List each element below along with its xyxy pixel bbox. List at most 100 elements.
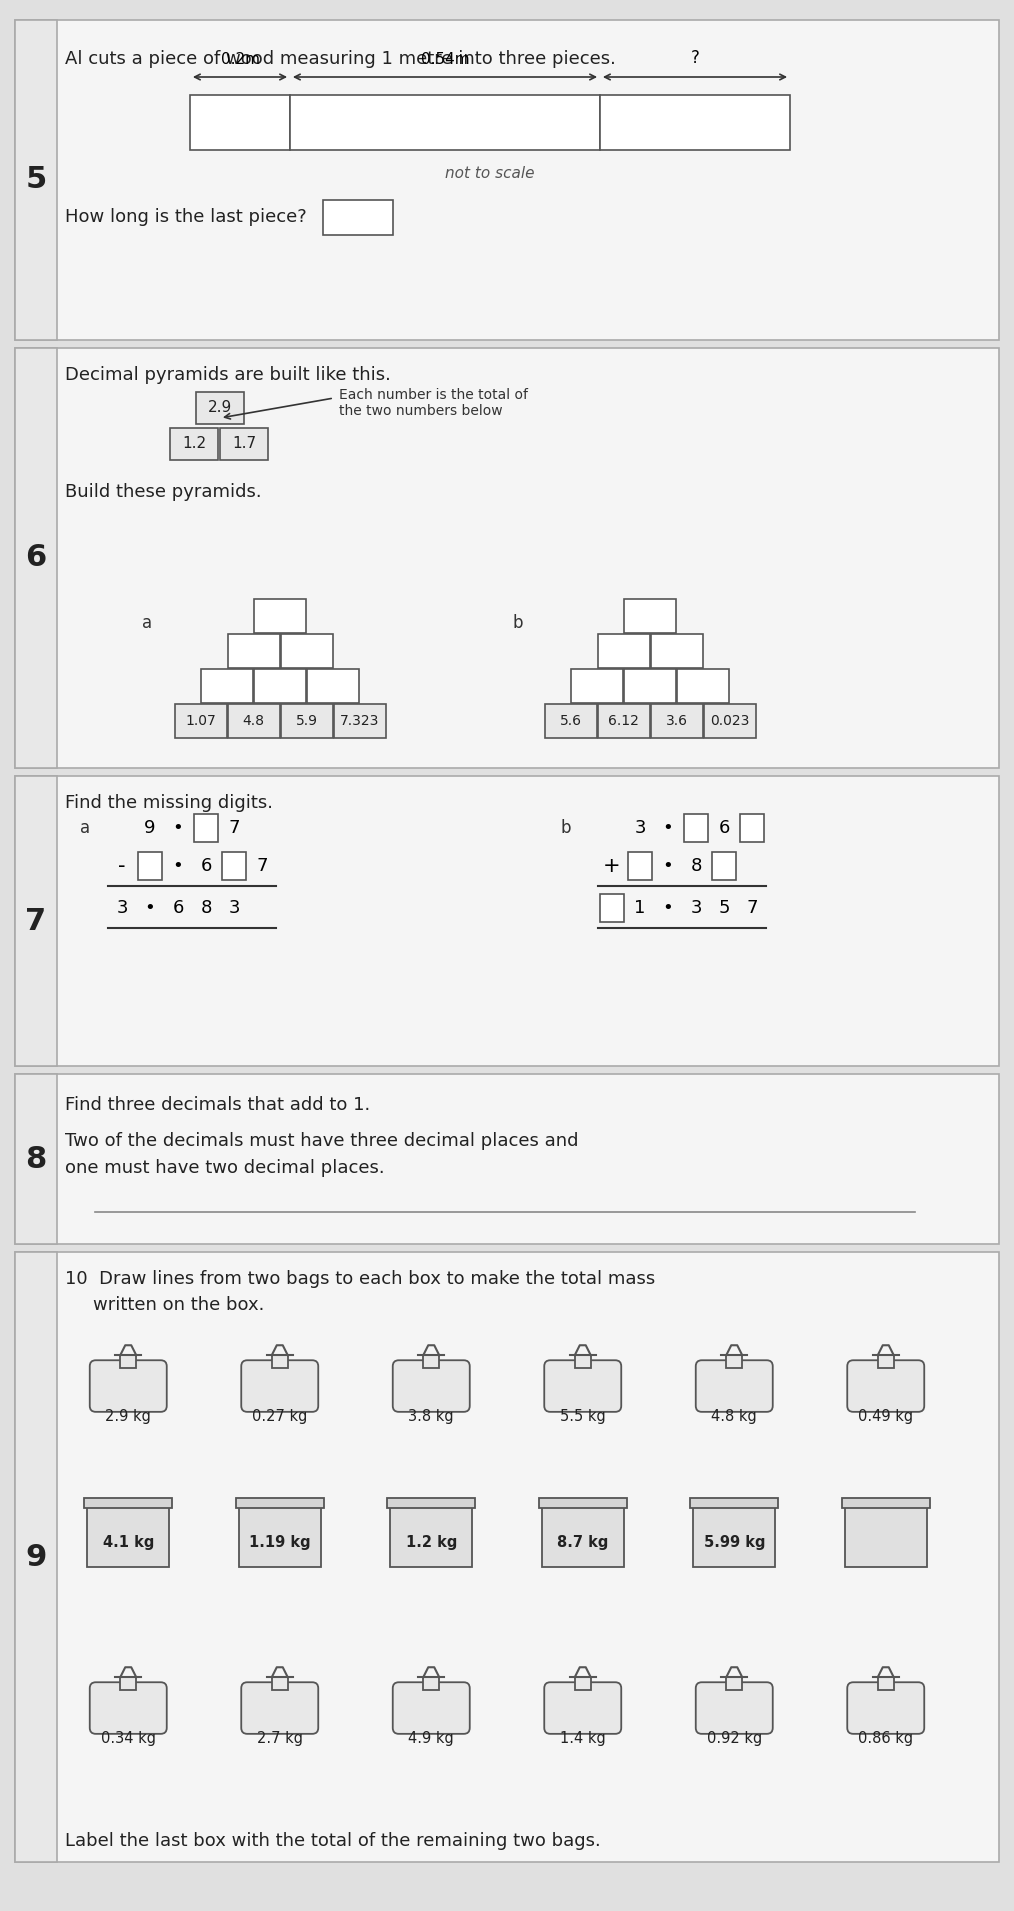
Bar	[15, 776, 999, 1066]
Bar	[740, 814, 764, 843]
Text: 0.86 kg: 0.86 kg	[858, 1731, 914, 1747]
Text: 1.7: 1.7	[232, 436, 257, 451]
Bar	[842, 1498, 930, 1508]
Bar	[174, 703, 226, 738]
Bar	[201, 669, 254, 703]
Text: •: •	[662, 898, 673, 917]
Text: •: •	[172, 820, 184, 837]
Text: 10  Draw lines from two bags to each box to make the total mass: 10 Draw lines from two bags to each box …	[65, 1271, 655, 1288]
Text: 6: 6	[25, 543, 47, 573]
FancyBboxPatch shape	[848, 1682, 924, 1733]
Text: written on the box.: written on the box.	[93, 1296, 265, 1315]
Text: 1: 1	[635, 898, 646, 917]
Bar	[227, 703, 280, 738]
Text: 7: 7	[257, 856, 268, 875]
Bar	[15, 1074, 57, 1244]
Text: 5.99 kg: 5.99 kg	[704, 1535, 765, 1550]
Text: 7: 7	[25, 906, 47, 936]
FancyBboxPatch shape	[90, 1682, 166, 1733]
Bar	[281, 703, 333, 738]
Text: 8.7 kg: 8.7 kg	[557, 1535, 608, 1550]
Text: 4.1 kg: 4.1 kg	[102, 1535, 154, 1550]
Bar	[423, 1355, 439, 1368]
Text: a: a	[80, 820, 90, 837]
FancyBboxPatch shape	[848, 1361, 924, 1412]
Bar	[624, 669, 676, 703]
Text: •: •	[145, 898, 155, 917]
Text: b: b	[560, 820, 571, 837]
Bar	[597, 703, 650, 738]
Bar	[624, 598, 676, 633]
Bar	[334, 703, 385, 738]
Text: 5: 5	[718, 898, 730, 917]
Bar	[15, 19, 57, 340]
Bar	[15, 1074, 999, 1244]
Bar	[684, 814, 708, 843]
Bar	[387, 1498, 476, 1508]
Bar	[726, 1355, 742, 1368]
Text: 4.8 kg: 4.8 kg	[712, 1410, 757, 1424]
Text: 1.2 kg: 1.2 kg	[406, 1535, 457, 1550]
Text: b: b	[512, 613, 522, 633]
Bar	[597, 634, 650, 669]
Text: one must have two decimal places.: one must have two decimal places.	[65, 1158, 384, 1177]
Bar	[227, 634, 280, 669]
Text: •: •	[662, 856, 673, 875]
Bar	[190, 96, 290, 149]
Text: •: •	[172, 856, 184, 875]
Bar	[238, 1508, 320, 1567]
Bar	[704, 703, 755, 738]
Bar	[545, 703, 596, 738]
Text: 4.9 kg: 4.9 kg	[409, 1731, 454, 1747]
Bar	[281, 634, 333, 669]
Text: 8: 8	[201, 898, 212, 917]
Text: 5.6: 5.6	[560, 715, 581, 728]
Bar	[87, 1508, 169, 1567]
Text: 2.9 kg: 2.9 kg	[105, 1410, 151, 1424]
Bar	[307, 669, 359, 703]
Bar	[290, 96, 600, 149]
Bar	[628, 852, 652, 879]
Text: Label the last box with the total of the remaining two bags.: Label the last box with the total of the…	[65, 1833, 600, 1850]
Text: 8: 8	[25, 1145, 47, 1173]
Text: 0.34 kg: 0.34 kg	[100, 1731, 156, 1747]
Bar	[220, 428, 268, 461]
FancyBboxPatch shape	[241, 1682, 318, 1733]
Text: 8: 8	[691, 856, 702, 875]
Bar	[254, 598, 306, 633]
Bar	[694, 1508, 776, 1567]
Text: 9: 9	[25, 1542, 47, 1571]
Bar	[878, 1355, 893, 1368]
Text: Find three decimals that add to 1.: Find three decimals that add to 1.	[65, 1097, 370, 1114]
Bar	[170, 428, 218, 461]
Bar	[254, 669, 306, 703]
Bar	[845, 1508, 927, 1567]
Bar	[538, 1498, 627, 1508]
Bar	[691, 1498, 779, 1508]
Bar	[15, 1252, 999, 1861]
Bar	[712, 852, 736, 879]
Text: 1.4 kg: 1.4 kg	[560, 1731, 605, 1747]
Bar	[390, 1508, 473, 1567]
Bar	[651, 634, 703, 669]
Bar	[575, 1355, 591, 1368]
Bar	[15, 1252, 57, 1861]
Bar	[15, 348, 999, 768]
FancyBboxPatch shape	[545, 1361, 622, 1412]
Bar	[15, 348, 57, 768]
Text: 0.54m: 0.54m	[421, 52, 469, 67]
Text: 3.6: 3.6	[665, 715, 687, 728]
Bar	[878, 1678, 893, 1689]
Text: 3: 3	[691, 898, 702, 917]
Text: How long is the last piece?: How long is the last piece?	[65, 208, 307, 225]
FancyBboxPatch shape	[241, 1361, 318, 1412]
Text: 3: 3	[228, 898, 239, 917]
Bar	[272, 1355, 288, 1368]
Bar	[600, 96, 790, 149]
Text: 3: 3	[634, 820, 646, 837]
FancyBboxPatch shape	[90, 1361, 166, 1412]
Text: Decimal pyramids are built like this.: Decimal pyramids are built like this.	[65, 367, 390, 384]
Bar	[600, 894, 624, 921]
Bar	[677, 669, 729, 703]
Bar	[84, 1498, 172, 1508]
